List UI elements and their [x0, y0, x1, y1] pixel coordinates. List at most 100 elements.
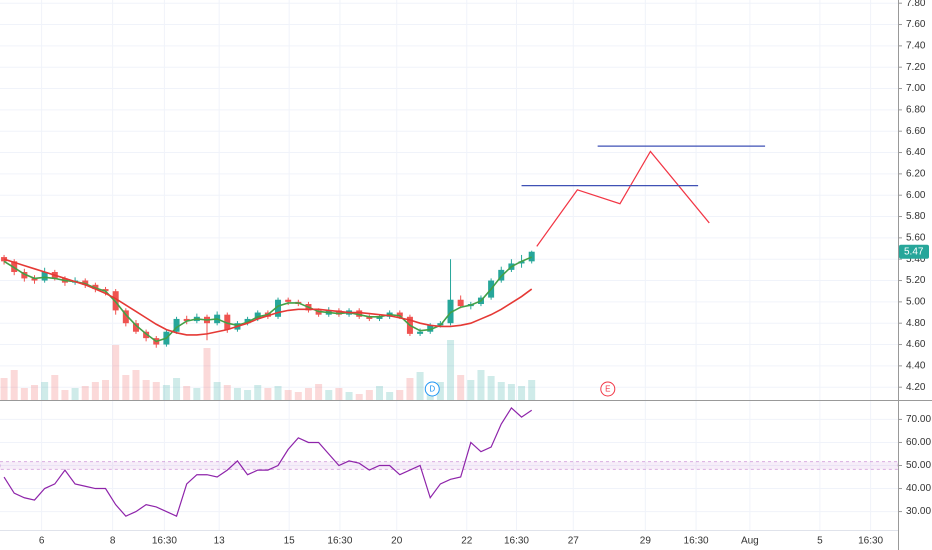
volume-bar [294, 392, 302, 400]
candle-body [417, 331, 424, 334]
volume-bar [355, 394, 363, 400]
x-tick-label: 15 [284, 536, 296, 547]
volume-bar [41, 382, 49, 400]
y-tick-label: 7.20 [906, 62, 926, 73]
y-tick-label: 6.00 [906, 190, 926, 201]
x-tick-label: 16:30 [504, 536, 529, 547]
volume-bar [436, 382, 444, 400]
drawing-line [536, 150, 710, 247]
volume-bar [406, 378, 414, 400]
volume-bar [51, 375, 59, 400]
y-tick-label: 5.40 [906, 254, 926, 265]
candle-body [122, 310, 129, 324]
volume-bar [193, 388, 201, 400]
y-tick-label: 4.80 [906, 318, 926, 329]
y-tick-label: 4.20 [906, 382, 926, 393]
volume-bar [264, 388, 272, 400]
volume-bar [447, 340, 455, 400]
volume-bar [223, 385, 231, 400]
volume-bar [183, 386, 191, 400]
candle-body [335, 310, 342, 315]
candle-body [447, 299, 454, 324]
y-tick-label: 70.00 [906, 414, 931, 425]
y-tick-label: 7.60 [906, 19, 926, 30]
volume-bar [122, 375, 130, 400]
volume-bar [71, 388, 79, 400]
candle-body [132, 323, 139, 332]
volume-bar [81, 386, 89, 400]
volume-bar [274, 386, 282, 400]
volume-bar [173, 378, 181, 400]
rsi-band [0, 461, 899, 470]
candle-body [244, 318, 251, 324]
candle-body [143, 331, 150, 339]
volume-bar [61, 390, 69, 400]
volume-bar [487, 376, 495, 400]
moving-average [3, 258, 533, 336]
y-tick-label: 6.40 [906, 147, 926, 158]
volume-bar [304, 388, 312, 400]
y-tick-label: 60.00 [906, 437, 931, 448]
y-tick-label: 7.00 [906, 83, 926, 94]
event-marker [600, 381, 616, 397]
event-label: D [429, 385, 435, 394]
volume-bar [457, 375, 465, 400]
volume-bar [518, 386, 526, 400]
rsi-line [3, 406, 533, 518]
y-tick-label: 4.40 [906, 361, 926, 372]
candle-body [11, 261, 18, 272]
volume-bar [335, 388, 343, 400]
volume-bar [203, 348, 211, 400]
x-tick-label: 29 [640, 536, 652, 547]
y-tick-label: 5.00 [906, 297, 926, 308]
volume-bar [345, 392, 353, 400]
volume-bar [254, 385, 262, 400]
y-tick-label: 7.40 [906, 41, 926, 52]
candle-body [102, 289, 109, 292]
candle-body [528, 251, 535, 262]
candle-body [366, 316, 373, 319]
y-tick-label: 6.80 [906, 105, 926, 116]
candle-body [82, 280, 89, 285]
volume-bar [386, 392, 394, 400]
volume-bar [507, 384, 515, 400]
y-tick-label: 5.80 [906, 211, 926, 222]
candle-body [1, 257, 8, 262]
volume-bar [315, 384, 323, 400]
candle-body [285, 299, 292, 302]
volume-bar [20, 388, 28, 400]
volume-bar [213, 382, 221, 400]
volume-bar [365, 390, 373, 400]
candle-body [92, 284, 99, 290]
candle-body [427, 325, 434, 332]
y-tick-label: 5.60 [906, 233, 926, 244]
volume-bar [233, 388, 241, 400]
x-tick-label: 27 [568, 536, 580, 547]
volume-bar [325, 390, 333, 400]
candle-body [518, 261, 525, 264]
volume-bar [10, 370, 18, 400]
volume-bar [102, 380, 110, 400]
volume-bar [284, 390, 292, 400]
candle-body [356, 310, 363, 317]
x-tick-label: 16:30 [858, 536, 883, 547]
candle-body [31, 278, 38, 281]
x-tick-label: 20 [391, 536, 403, 547]
moving-average [3, 256, 533, 343]
last-price-label: 5.47 [904, 246, 924, 257]
candle-body [457, 299, 464, 307]
x-tick-label: 16:30 [684, 536, 709, 547]
x-tick-label: 13 [214, 536, 226, 547]
volume-bar [528, 380, 536, 400]
y-tick-label: 6.20 [906, 169, 926, 180]
candle-body [183, 318, 190, 322]
x-tick-label: 16:30 [152, 536, 177, 547]
volume-bar [467, 380, 475, 400]
candle-body [275, 299, 282, 317]
candle-body [173, 318, 180, 332]
y-tick-label: 6.60 [906, 126, 926, 137]
volume-bar [142, 380, 150, 400]
volume-bar [162, 385, 170, 400]
